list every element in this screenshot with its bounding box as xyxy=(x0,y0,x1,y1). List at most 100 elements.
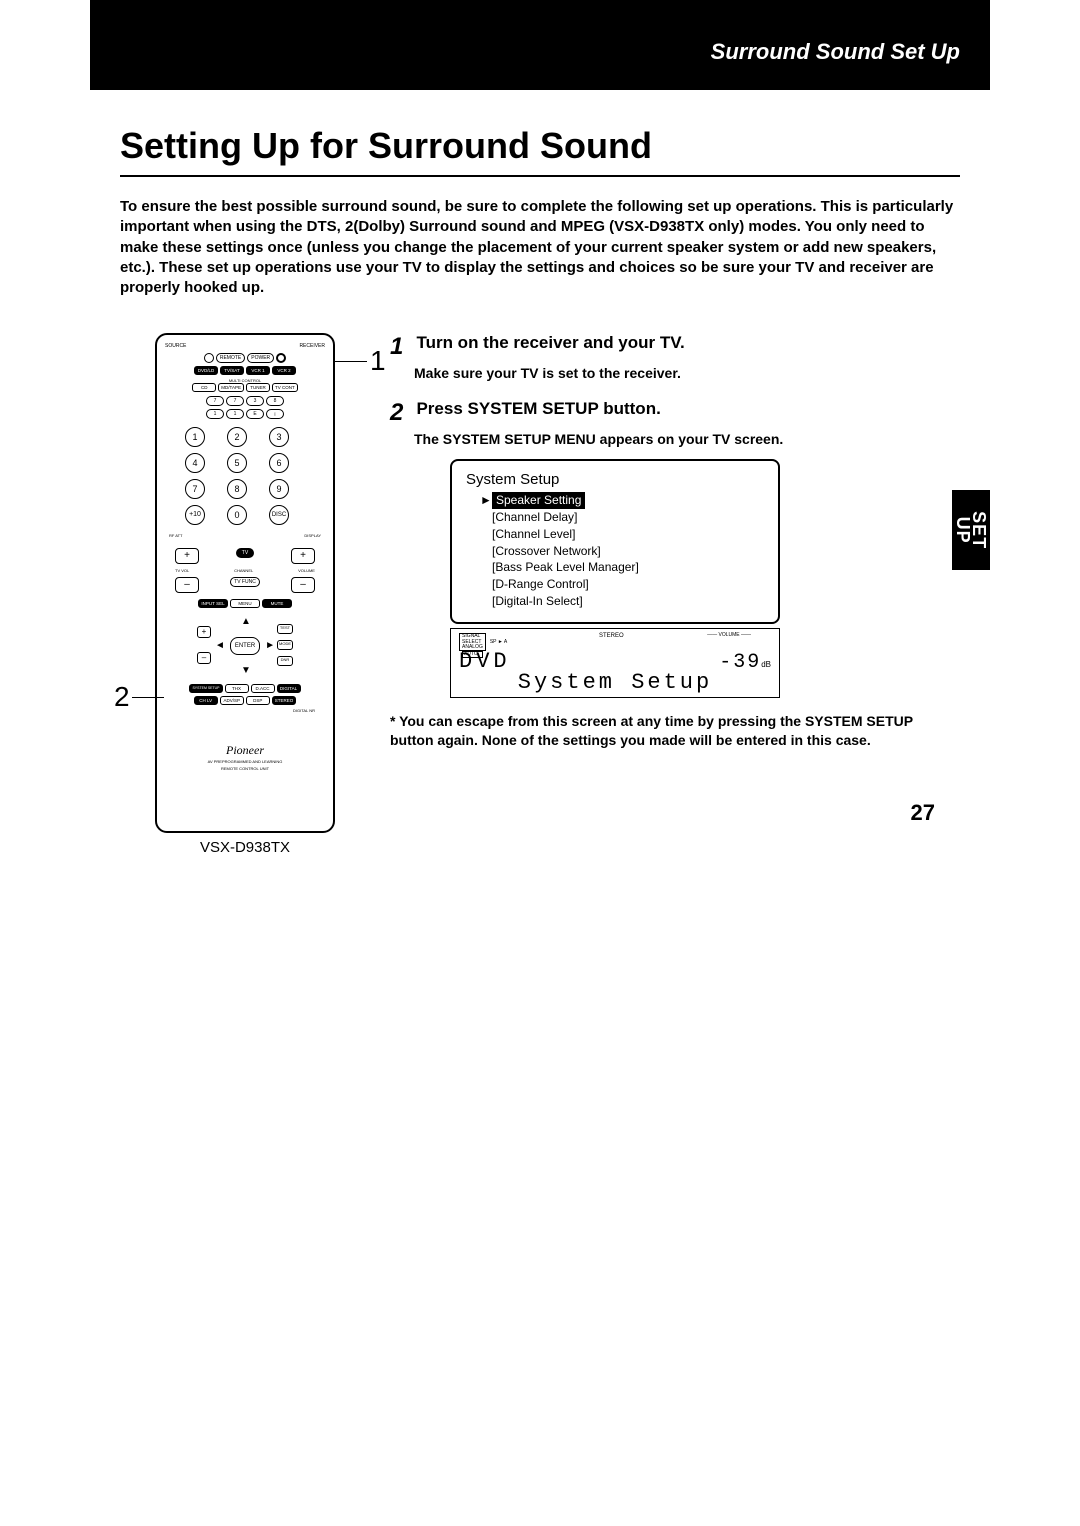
remote-small-btn: POWER xyxy=(247,353,274,363)
dpad: ▲ ▼ ◄ ► ENTER + – TEST MODE DNR xyxy=(215,616,275,676)
auto-label: AUTO xyxy=(462,651,483,659)
receiver-display: SIGNAL SELECT ANALOG AUTO SP ► A STEREO … xyxy=(450,628,780,698)
remote-illustration: SOURCE RECEIVER REMOTE POWER DVD/LD TV/S… xyxy=(155,333,335,833)
volume-label: VOLUME xyxy=(298,568,315,573)
power-receiver-btn xyxy=(276,353,286,363)
page-title: Setting Up for Surround Sound xyxy=(120,125,960,177)
vcr1-btn: VCR 1 xyxy=(246,366,270,375)
tv-screen: System Setup ►Speaker Setting [Channel D… xyxy=(450,459,780,624)
mode-btn: MODE xyxy=(277,640,293,650)
num-btn: 9 xyxy=(269,479,289,499)
num-btn: 1 xyxy=(185,427,205,447)
callout-line-1 xyxy=(335,361,367,362)
tvfunc-btn: TV FUNC xyxy=(230,577,260,587)
digital-btn: DIGITAL xyxy=(277,684,301,693)
callout-num-2: 2 xyxy=(114,681,130,713)
vol-plus: + xyxy=(175,548,199,564)
menu-item: [Bass Peak Level Manager] xyxy=(480,559,764,576)
transport-btn: E xyxy=(246,409,264,419)
num-btn: +10 xyxy=(185,505,205,525)
vol-minus: – xyxy=(175,577,199,593)
transport-btn: 8 xyxy=(266,396,284,406)
transport-btn: 7 xyxy=(206,396,224,406)
num-btn: 2 xyxy=(227,427,247,447)
display-label: DISPLAY xyxy=(304,533,321,538)
menu-item: [Digital-In Select] xyxy=(480,593,764,610)
tv-btn: TV xyxy=(236,548,254,558)
side-plus: + xyxy=(197,626,211,638)
escape-note: * You can escape from this screen at any… xyxy=(390,712,960,750)
steps-column: 1 Turn on the receiver and your TV. Make… xyxy=(390,333,990,856)
power-source-btn xyxy=(204,353,214,363)
menu-item: [D-Range Control] xyxy=(480,576,764,593)
intro-paragraph: To ensure the best possible surround sou… xyxy=(120,197,960,298)
enter-btn: ENTER xyxy=(230,637,260,655)
page-number: 27 xyxy=(911,800,935,826)
transport-btn: 1 xyxy=(206,409,224,419)
menu-selected-text: Speaker Setting xyxy=(492,492,585,509)
num-btn: 5 xyxy=(227,453,247,473)
menu-item: [Channel Delay] xyxy=(480,509,764,526)
num-btn: 0 xyxy=(227,505,247,525)
vcr2-btn: VCR 2 xyxy=(272,366,296,375)
vol-minus: – xyxy=(291,577,315,593)
step-title: Press SYSTEM SETUP button. xyxy=(416,399,660,418)
tvcont-btn: TV CONT xyxy=(272,383,298,392)
volume-label: VOLUME xyxy=(718,632,739,638)
inputsel-btn: INPUT SEL xyxy=(198,599,228,608)
stereo-label: STEREO xyxy=(599,633,624,640)
num-btn: 3 xyxy=(269,427,289,447)
dsp-btn: DSP xyxy=(246,696,270,705)
mute-btn: MUTE xyxy=(262,599,292,608)
step-1: 1 Turn on the receiver and your TV. Make… xyxy=(390,333,960,381)
logo-sub2: REMOTE CONTROL UNIT xyxy=(165,767,325,772)
step-sub: Make sure your TV is set to the receiver… xyxy=(414,365,960,381)
step-sub: The SYSTEM SETUP MENU appears on your TV… xyxy=(414,431,960,447)
callout-num-1: 1 xyxy=(370,345,386,377)
recv-volume: -39 xyxy=(719,651,761,674)
thx-btn: THX xyxy=(225,684,249,693)
source-label: SOURCE xyxy=(165,343,186,349)
channel-label: CHANNEL xyxy=(234,568,253,573)
numpad: 1 2 3 4 5 6 7 8 9 +10 0 DISC xyxy=(185,427,305,525)
side-tab: SETUP xyxy=(952,490,990,570)
menu-item-selected: ►Speaker Setting xyxy=(480,492,764,509)
remote-column: SOURCE RECEIVER REMOTE POWER DVD/LD TV/S… xyxy=(120,333,370,856)
tvsat-btn: TV/SAT xyxy=(220,366,244,375)
num-btn: 6 xyxy=(269,453,289,473)
step-num: 1 xyxy=(390,333,412,361)
remote-small-btn: REMOTE xyxy=(216,353,245,363)
menu-title: System Setup xyxy=(466,471,764,488)
transport-btn: 3 xyxy=(246,396,264,406)
num-btn: 7 xyxy=(185,479,205,499)
cd-btn: CD xyxy=(192,383,216,392)
stereo-btn: STEREO xyxy=(272,696,297,705)
advsp-btn: ADV/SP xyxy=(220,696,244,705)
menu-arrow-icon: ► xyxy=(480,492,492,509)
logo-sub1: AV PREPROGRAMMED AND LEARNING xyxy=(165,760,325,765)
receiver-label: RECEIVER xyxy=(299,343,325,349)
dnr-btn: DNR xyxy=(277,656,293,666)
dacc-btn: D.ACC xyxy=(251,684,275,693)
digitalnr-label: DIGITAL NR xyxy=(165,708,325,713)
transport-btn: ¡ xyxy=(266,409,284,419)
spa-label: SP ► A xyxy=(490,640,507,646)
remote-model-label: VSX-D938TX xyxy=(155,839,335,856)
tvvol-label: TV VOL xyxy=(175,568,189,573)
rfatt-label: RF ATT xyxy=(169,533,182,538)
transport-btn: 1 xyxy=(226,409,244,419)
step-num: 2 xyxy=(390,399,412,427)
callout-line-2 xyxy=(132,697,164,698)
pioneer-logo: Pioneer xyxy=(165,743,325,758)
md-btn: MD/TAPE xyxy=(218,383,244,392)
section-title: Surround Sound Set Up xyxy=(711,39,960,65)
system-setup-btn: SYSTEM SETUP xyxy=(189,684,222,693)
recv-db: dB xyxy=(761,660,771,669)
header-bar: Surround Sound Set Up xyxy=(90,0,990,90)
menu-item: [Crossover Network] xyxy=(480,543,764,560)
test-btn: TEST xyxy=(277,624,293,634)
transport-btn: 7 xyxy=(226,396,244,406)
chlv-btn: CH LV xyxy=(194,696,218,705)
menu-item: [Channel Level] xyxy=(480,526,764,543)
num-btn: 4 xyxy=(185,453,205,473)
